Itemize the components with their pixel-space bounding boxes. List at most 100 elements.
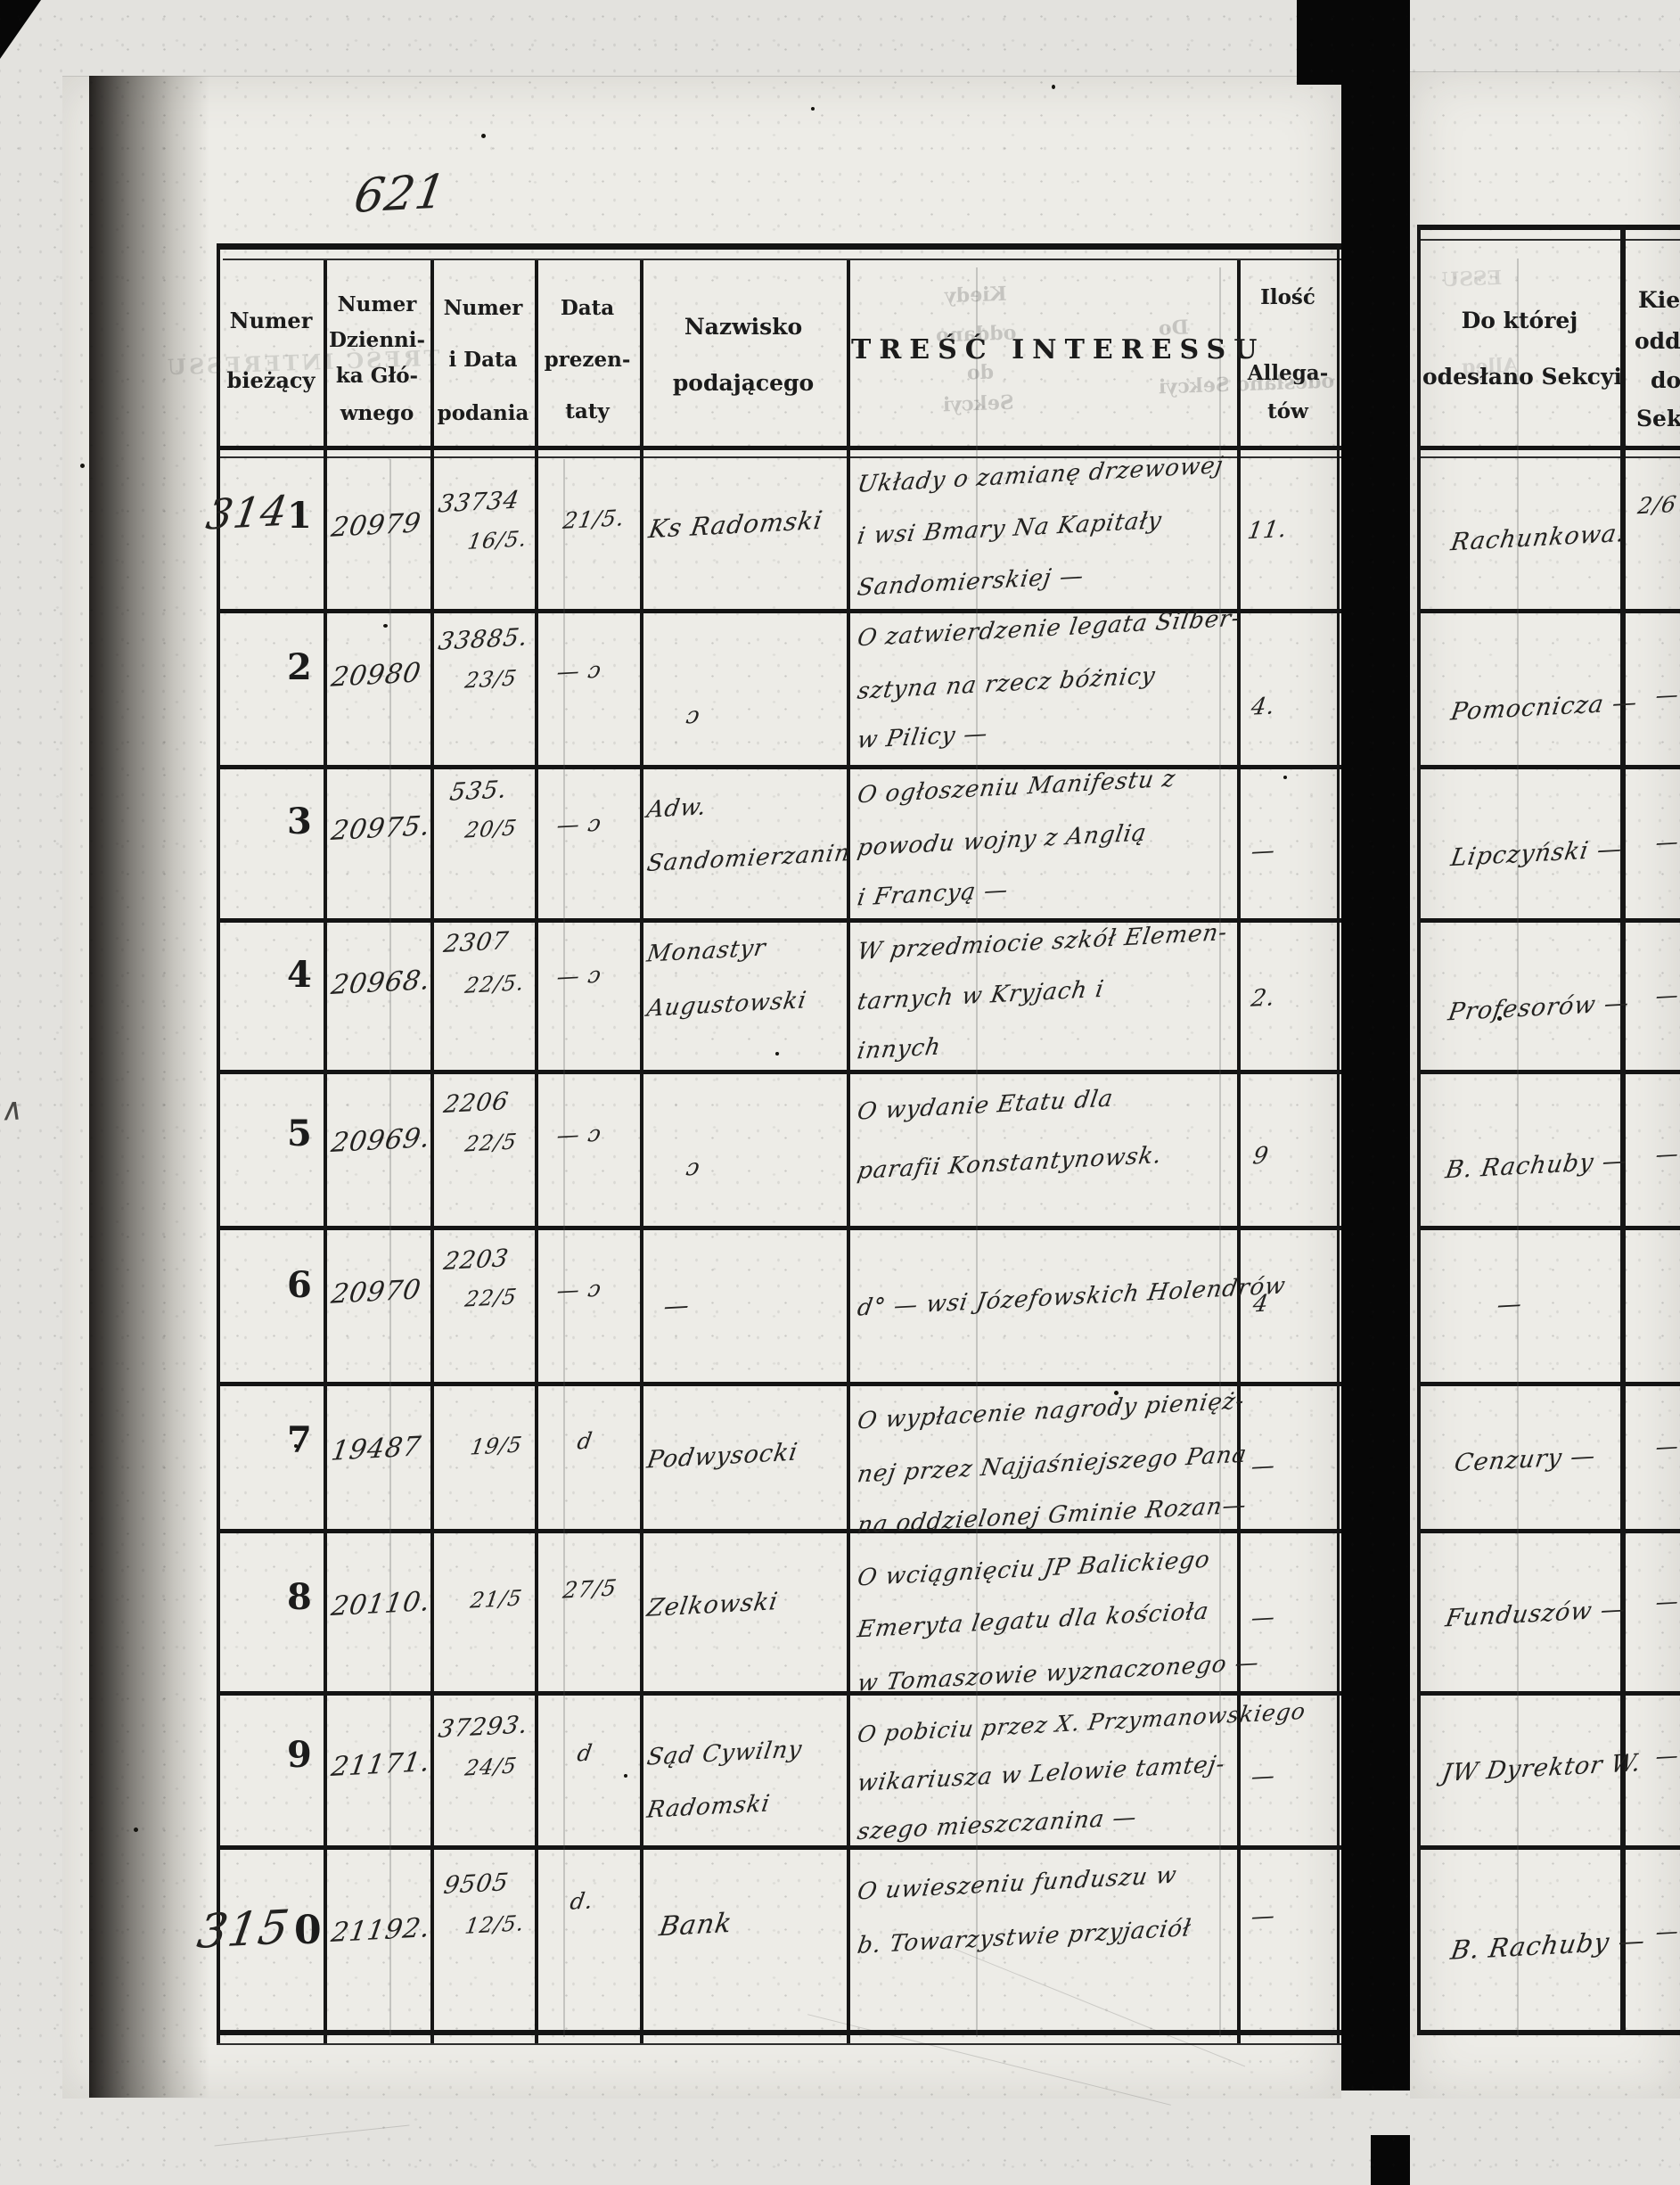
- bleed-line: [1219, 267, 1221, 2037]
- cell-podanie-nr: 2206: [441, 1087, 512, 1120]
- row-separator: [217, 765, 1341, 769]
- right-header-bottom-rule-thin: [1417, 456, 1680, 458]
- bleed-line: [1517, 259, 1519, 2037]
- cell-podanie-data: 22/5.: [463, 970, 527, 998]
- header-kiedy-4: Sek: [1636, 406, 1680, 431]
- header-prezentata: Data: [560, 296, 615, 320]
- row-separator: [1417, 765, 1680, 769]
- cell-sekcya: Funduszów —: [1443, 1595, 1628, 1633]
- cell-podanie-nr: 2203: [441, 1244, 512, 1277]
- header-numer-biezacy: Numer: [229, 308, 313, 333]
- ghost-text: oddano: [935, 321, 1017, 348]
- header-kiedy: Kie: [1638, 287, 1680, 313]
- row-number: 5: [287, 1113, 312, 1154]
- ink-speck: [1283, 776, 1287, 779]
- row-separator: [217, 1845, 1341, 1850]
- cell-tresc-line: O zatwierdzenie legata Silber-: [855, 604, 1242, 653]
- header-sekcya-2: odesłano Sekcyi: [1422, 364, 1623, 390]
- cell-podanie-data: 19/5: [468, 1432, 525, 1460]
- ink-speck: [80, 464, 85, 468]
- cell-tresc-line: powodu wojny z Anglią: [855, 819, 1149, 862]
- cell-kiedy: —: [1653, 1742, 1680, 1770]
- row-separator: [1417, 1845, 1680, 1850]
- row-separator: [1417, 1226, 1680, 1230]
- cell-dziennik: 21171.: [329, 1746, 433, 1784]
- header-dziennik-2: Dzienni-: [328, 328, 426, 352]
- cell-tresc-line: O pobiciu przez X. Przymanowskiego: [856, 1697, 1308, 1748]
- left-header-bottom-rule-thin: [217, 456, 1341, 458]
- cell-podanie-nr: 535.: [447, 776, 510, 807]
- header-dziennik-3: ka Głó-: [335, 364, 419, 388]
- column-line: [430, 260, 434, 2043]
- row-separator: [1417, 1382, 1680, 1386]
- cell-podanie-data: 22/5: [463, 1284, 520, 1312]
- header-ilosc-3: tów: [1267, 399, 1308, 423]
- cell-dziennik: 19487: [329, 1431, 424, 1467]
- right-page: [1410, 71, 1680, 2099]
- cell-podanie-data: 22/5: [463, 1129, 520, 1157]
- film-corner-wedge: [0, 0, 41, 59]
- cell-alleg: 11.: [1245, 515, 1290, 546]
- cell-kiedy: —: [1653, 1140, 1680, 1168]
- cell-sekcya: Profesorów —: [1446, 989, 1632, 1027]
- folio-number: 621: [350, 165, 450, 224]
- film-strip-center: [1341, 53, 1410, 2091]
- row-number: 3: [287, 801, 312, 842]
- cell-nazwisko: Sandomierzanin: [644, 839, 853, 878]
- row-separator: [1417, 1070, 1680, 1074]
- cell-dziennik: 20110.: [329, 1585, 433, 1623]
- column-line: [1237, 260, 1241, 2043]
- cell-prezentata: — ɔ: [554, 1275, 604, 1304]
- ink-speck: [624, 1774, 627, 1778]
- cell-alleg: —: [1249, 1604, 1278, 1632]
- cell-tresc-line: na oddzielonej Gminie Rozan—: [855, 1491, 1250, 1540]
- cell-podanie-nr: 2307: [441, 926, 512, 959]
- cell-kiedy: —: [1653, 1433, 1680, 1460]
- cell-nazwisko: Radomski: [644, 1790, 773, 1824]
- cell-podanie-data: 21/5: [468, 1585, 525, 1614]
- cell-dziennik: 20970: [329, 1274, 424, 1310]
- row-number: 6: [287, 1264, 312, 1306]
- cell-tresc-line: O ogłoszeniu Manifestu z: [855, 765, 1178, 809]
- header-nazwisko-2: podającego: [672, 370, 815, 396]
- cell-tresc-line: W przedmiocie szkół Elemen-: [855, 918, 1230, 966]
- column-line: [1337, 245, 1340, 2043]
- bleed-line: [976, 267, 978, 2037]
- bleed-line: [563, 459, 565, 2037]
- cell-prezentata: 27/5: [561, 1574, 619, 1604]
- row-number-prefix: 315: [193, 1901, 293, 1959]
- cell-alleg: 9: [1250, 1142, 1271, 1171]
- row-separator: [1417, 1529, 1680, 1533]
- cell-prezentata: — ɔ: [554, 1120, 604, 1149]
- cell-kiedy: —: [1653, 1918, 1680, 1945]
- cell-sekcya: Cenzury —: [1452, 1442, 1598, 1478]
- cell-tresc-line: Układy o zamianę drzewowej: [855, 452, 1226, 498]
- row-number: 7: [287, 1419, 312, 1461]
- cell-alleg: —: [1249, 1902, 1278, 1931]
- cell-prezentata: — ɔ: [554, 961, 604, 990]
- cell-alleg: —: [1249, 837, 1278, 866]
- header-dziennik-4: wnego: [340, 401, 414, 425]
- cell-tresc-line: i Francyą —: [855, 876, 1011, 912]
- cell-nazwisko: Ks Radomski: [646, 505, 825, 545]
- cell-tresc-line: O wypłacenie nagrody pienięż-: [855, 1387, 1247, 1435]
- cell-alleg: 4.: [1249, 693, 1278, 721]
- cell-prezentata: d.: [568, 1887, 596, 1915]
- cell-tresc-line: i wsi Bmary Na Kapitały: [855, 506, 1165, 551]
- cell-nazwisko: ɔ: [684, 702, 702, 730]
- cell-dziennik: 20980: [329, 657, 424, 694]
- right-table-top-rule-thin: [1417, 239, 1680, 241]
- cell-tresc-line: O uwieszeniu funduszu w: [855, 1861, 1179, 1906]
- right-header-bottom-rule: [1417, 446, 1680, 450]
- column-line: [217, 245, 220, 2043]
- film-strip-bottom: [1371, 2135, 1410, 2185]
- cell-dziennik: 20975.: [329, 809, 433, 848]
- row-separator: [1417, 918, 1680, 923]
- row-number: 8: [287, 1576, 312, 1618]
- cell-sekcya: B. Rachuby —: [1443, 1146, 1630, 1185]
- column-line: [847, 260, 850, 2043]
- row-number: 4: [287, 954, 312, 996]
- ink-speck: [1052, 85, 1055, 89]
- cell-sekcya: JW Dyrektor W.: [1439, 1748, 1643, 1788]
